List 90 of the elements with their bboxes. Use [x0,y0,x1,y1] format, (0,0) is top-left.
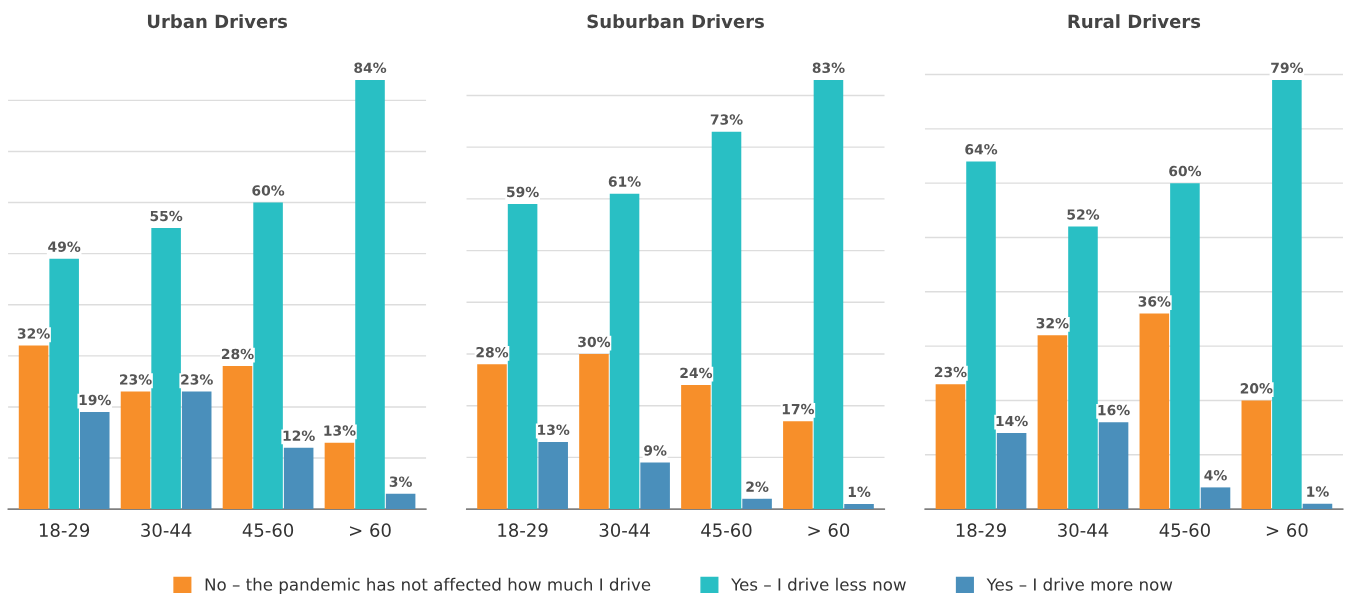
x-tick-label: > 60 [1266,523,1308,537]
bar [538,441,568,510]
data-label: 79% [1271,62,1304,74]
chart-title: Suburban Drivers [587,14,764,29]
data-label: 61% [608,176,641,187]
data-label: 32% [17,328,50,339]
data-label: 59% [507,186,539,198]
bar [181,391,212,510]
x-tick-label: 18-29 [498,523,548,537]
data-label: 13% [324,425,356,436]
bar [844,503,874,510]
chart-title: Rural Drivers [1068,14,1201,29]
data-label: 60% [252,185,285,196]
x-tick-label: > 60 [350,523,391,537]
bar [783,421,813,510]
data-label: 83% [812,62,845,74]
bar [813,79,844,510]
x-tick-label: 45-60 [701,523,752,537]
data-label: 14% [996,415,1028,427]
data-label: 36% [1138,296,1171,307]
x-tick-label: 30-44 [141,523,192,537]
bar [711,131,742,510]
data-label: 13% [538,424,570,436]
bar [253,202,283,510]
x-tick-label: 18-29 [39,523,90,537]
bar [1302,503,1333,510]
data-label: 32% [1036,317,1069,329]
data-label: 9% [644,445,667,456]
data-label: 23% [934,366,967,378]
bar [742,498,772,510]
data-label: 28% [476,346,509,358]
x-tick-label: 30-44 [1058,523,1109,537]
data-label: 3% [389,476,412,487]
bar [507,204,538,510]
bar [120,391,151,510]
data-label: 20% [1240,383,1273,394]
bar [18,345,49,510]
bar [283,447,314,510]
data-label: 23% [120,374,152,385]
data-label: 16% [1098,404,1130,416]
data-label: 55% [150,210,183,222]
bar [324,442,355,510]
bar [49,258,79,510]
data-label: 12% [283,430,315,441]
data-label: 60% [1169,165,1202,177]
data-label: 24% [680,367,713,379]
x-tick-label: 18-29 [956,523,1006,537]
bar [935,384,966,510]
bar [1098,422,1129,510]
bar [1037,335,1068,510]
bar [1139,313,1170,510]
data-label: 73% [710,114,743,125]
x-tick-label: 30-44 [599,523,650,537]
bar [1272,79,1302,510]
bar [966,161,996,510]
data-label: 64% [965,144,998,155]
bar [355,79,385,510]
data-label: 84% [354,62,387,74]
bar [640,462,670,510]
x-tick-label: 45-60 [242,523,294,537]
bar [609,193,640,510]
data-label: 17% [782,403,815,415]
data-label: 49% [48,241,81,252]
data-label: 23% [181,374,213,385]
bar [1068,226,1098,510]
bar [385,493,416,510]
data-label: 52% [1067,209,1100,220]
data-label: 19% [79,394,111,406]
bar [477,364,507,510]
bar [1170,183,1200,510]
x-tick-label: > 60 [808,523,850,537]
bar [579,353,609,510]
data-label: 1% [848,486,871,498]
bar [222,366,253,510]
bar [681,385,711,510]
legend-label: Yes – I drive more now [986,577,1173,591]
data-label: 1% [1307,486,1329,497]
bar [151,228,181,510]
data-label: 4% [1204,470,1227,481]
data-label: 30% [578,336,611,348]
legend-label: No – the pandemic has not affected how much I drive [205,577,651,594]
bar [1241,400,1272,510]
data-label: 28% [221,348,254,360]
x-tick-label: 45-60 [1159,523,1210,537]
bar [1200,487,1231,510]
bar [79,412,110,510]
bar [996,433,1027,510]
data-label: 2% [746,481,769,492]
legend-label: Yes – I drive less now [731,577,906,591]
chart-title: Urban Drivers [147,14,288,29]
